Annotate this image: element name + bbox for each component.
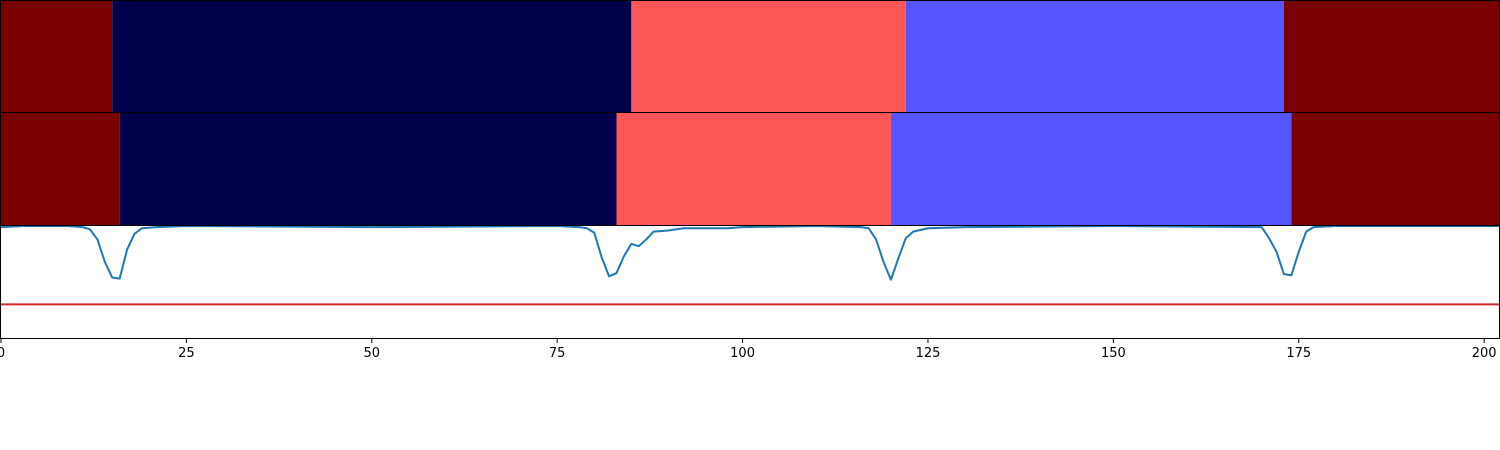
panel-frame: [0, 225, 1500, 339]
x-tick-label: 150: [1101, 346, 1126, 361]
segment-panel-2: [0, 112, 1500, 226]
score-line: [0, 225, 1499, 281]
segment-panel-1: [0, 0, 1500, 113]
segment-2-3: [616, 113, 891, 225]
segment-2-1: [1, 113, 120, 225]
segment-1-4: [905, 1, 1284, 112]
segment-1-1: [1, 1, 113, 112]
x-tick-label: 50: [364, 346, 381, 361]
x-tick-label: 100: [730, 346, 755, 361]
segment-2-2: [119, 113, 617, 225]
x-tick-label: 0: [0, 346, 5, 361]
segment-2-5: [1291, 113, 1499, 225]
x-tick-label: 25: [178, 346, 195, 361]
score-line-panel: [0, 225, 1500, 339]
x-tick-label: 75: [549, 346, 566, 361]
segment-2-4: [890, 113, 1292, 225]
x-tick-label: 125: [916, 346, 941, 361]
segment-1-5: [1283, 1, 1499, 112]
segment-1-3: [631, 1, 906, 112]
segment-1-2: [112, 1, 632, 112]
x-tick-label: 175: [1286, 346, 1311, 361]
x-axis: 0 25 50 75 100 125 150 175 200: [0, 338, 1497, 361]
x-tick-label: 200: [1472, 346, 1497, 361]
